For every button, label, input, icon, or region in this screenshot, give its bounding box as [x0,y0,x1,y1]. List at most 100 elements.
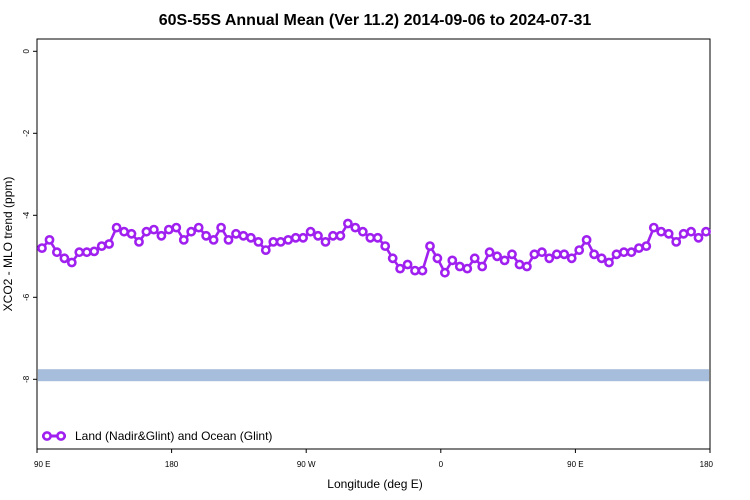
x-axis: 90 E 180 90 W 0 90 E 180 [34,449,714,469]
data-point [425,241,435,251]
data-point [148,224,159,235]
data-point [44,234,55,245]
data-point [634,243,644,253]
data-point [499,255,510,266]
data-point [37,243,47,253]
data-point [417,265,428,276]
data-point [260,245,271,255]
x-axis-label: Longitude (deg E) [327,477,422,491]
data-point [275,236,286,247]
data-point [454,261,465,272]
data-point [305,226,316,237]
data-point [589,249,599,260]
x-tick-label: 90 W [297,460,316,469]
data-point [186,226,197,237]
data-point [126,228,137,239]
x-tick-label: 0 [439,460,444,469]
data-point [619,247,629,258]
legend: Land (Nadir&Glint) and Ocean (Glint) [42,429,272,443]
data-point [596,253,607,264]
x-tick-label: 90 E [567,460,583,469]
data-point [357,226,368,237]
data-point [313,230,323,241]
data-point [231,228,241,239]
data-point [492,251,502,262]
data-point [283,234,294,245]
data-point [522,261,532,272]
data-point [372,232,383,243]
data-point [439,267,450,278]
data-point [447,255,458,266]
y-axis: 0 -2 -4 -6 -8 [22,49,37,383]
data-point [335,230,346,241]
data-point [648,222,659,233]
data-point [402,259,413,270]
data-point [477,261,488,272]
data-point [537,247,547,258]
legend-marker [56,431,66,441]
y-tick-label: 0 [22,49,31,54]
data-point [253,236,264,247]
data-point [74,247,85,258]
data-point [544,253,555,264]
data-point [395,263,405,274]
data-point [507,249,517,260]
data-point [216,222,226,233]
data-point [245,232,256,243]
data-point [223,234,234,245]
y-tick-label: -8 [22,375,31,383]
x-tick-label: 90 E [34,460,50,469]
data-point [626,247,637,258]
data-point [559,249,570,260]
data-point [581,234,592,245]
data-point [693,232,704,243]
data-point [656,226,667,237]
data-point [663,228,674,239]
data-point [238,230,249,241]
data-point [208,234,219,245]
data-point [387,253,398,264]
data-point [193,222,204,233]
plot-frame [36,38,711,450]
data-point [104,239,114,249]
data-point [111,222,122,233]
y-tick-label: -6 [22,293,31,301]
data-point [342,218,353,229]
data-point [81,247,92,258]
data-point [89,246,100,257]
data-point [156,230,167,241]
data-point [59,253,70,264]
data-point [686,226,696,237]
legend-label: Land (Nadir&Glint) and Ocean (Glint) [75,429,272,443]
y-axis-label: XCO2 - MLO trend (ppm) [1,177,15,312]
data-point [201,230,211,241]
data-point [134,236,144,247]
data-point [701,226,711,237]
data-point [514,259,525,270]
data-point [66,257,77,268]
data-point [171,222,182,233]
band-layer [38,369,709,382]
data-point [163,224,174,235]
data-point [350,222,361,233]
y-tick-label: -4 [22,211,31,219]
data-point [574,245,585,255]
data-point [380,241,391,251]
data-point [320,236,331,247]
data-point [678,228,689,239]
data-point [432,253,443,264]
data-point [52,247,62,258]
data-point [641,241,652,251]
data-point [298,232,308,243]
data-point [529,249,540,260]
data-point [469,253,480,264]
data-point [178,234,189,245]
x-tick-label: 180 [700,460,714,469]
y-tick-label: -2 [22,129,31,137]
data-point [604,257,614,268]
reference-band [38,369,709,382]
data-point [141,226,152,237]
data-point [410,265,420,276]
data-point [566,253,577,264]
